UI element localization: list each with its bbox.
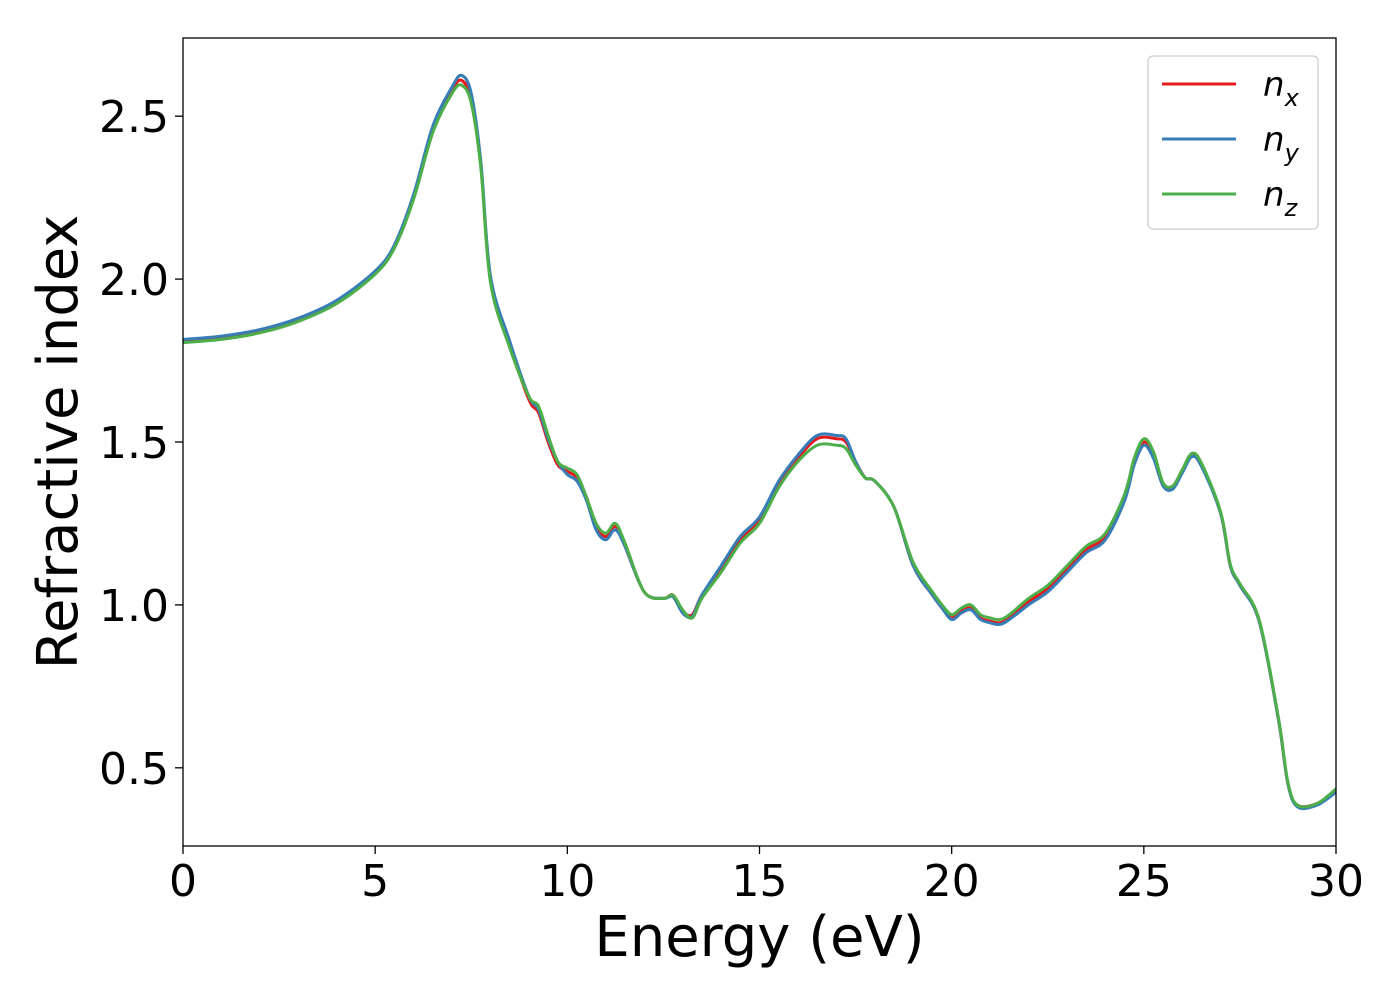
series-layer — [183, 73, 1336, 811]
series-line-n-z — [183, 83, 1336, 809]
x-tick-label: 0 — [169, 856, 197, 907]
x-tick-label: 20 — [924, 856, 980, 907]
y-axis-label: Refractive index — [26, 215, 91, 670]
legend-label-n-x: nx — [1263, 65, 1300, 112]
x-axis-ticks: 0 5 10 15 20 25 30 — [169, 846, 1364, 907]
x-tick-label: 5 — [361, 856, 389, 907]
y-tick-label: 2.5 — [99, 92, 169, 143]
legend-box — [1147, 55, 1319, 230]
x-tick-label: 30 — [1308, 856, 1364, 907]
y-tick-label: 2.0 — [99, 255, 169, 306]
y-tick-label: 0.5 — [99, 744, 169, 795]
x-axis-label: Energy (eV) — [594, 905, 924, 970]
x-tick-label: 15 — [732, 856, 788, 907]
legend-entries: nx ny nz — [1162, 65, 1300, 222]
x-tick-label: 10 — [539, 856, 595, 907]
y-tick-label: 1.0 — [99, 581, 169, 632]
legend-label-n-z: nz — [1263, 175, 1299, 222]
y-tick-label: 1.5 — [99, 418, 169, 469]
legend: nx ny nz — [1147, 55, 1319, 230]
y-axis-ticks: 0.5 1.0 1.5 2.0 2.5 — [99, 92, 183, 795]
x-tick-label: 25 — [1116, 856, 1172, 907]
legend-label-n-y: ny — [1263, 120, 1300, 167]
